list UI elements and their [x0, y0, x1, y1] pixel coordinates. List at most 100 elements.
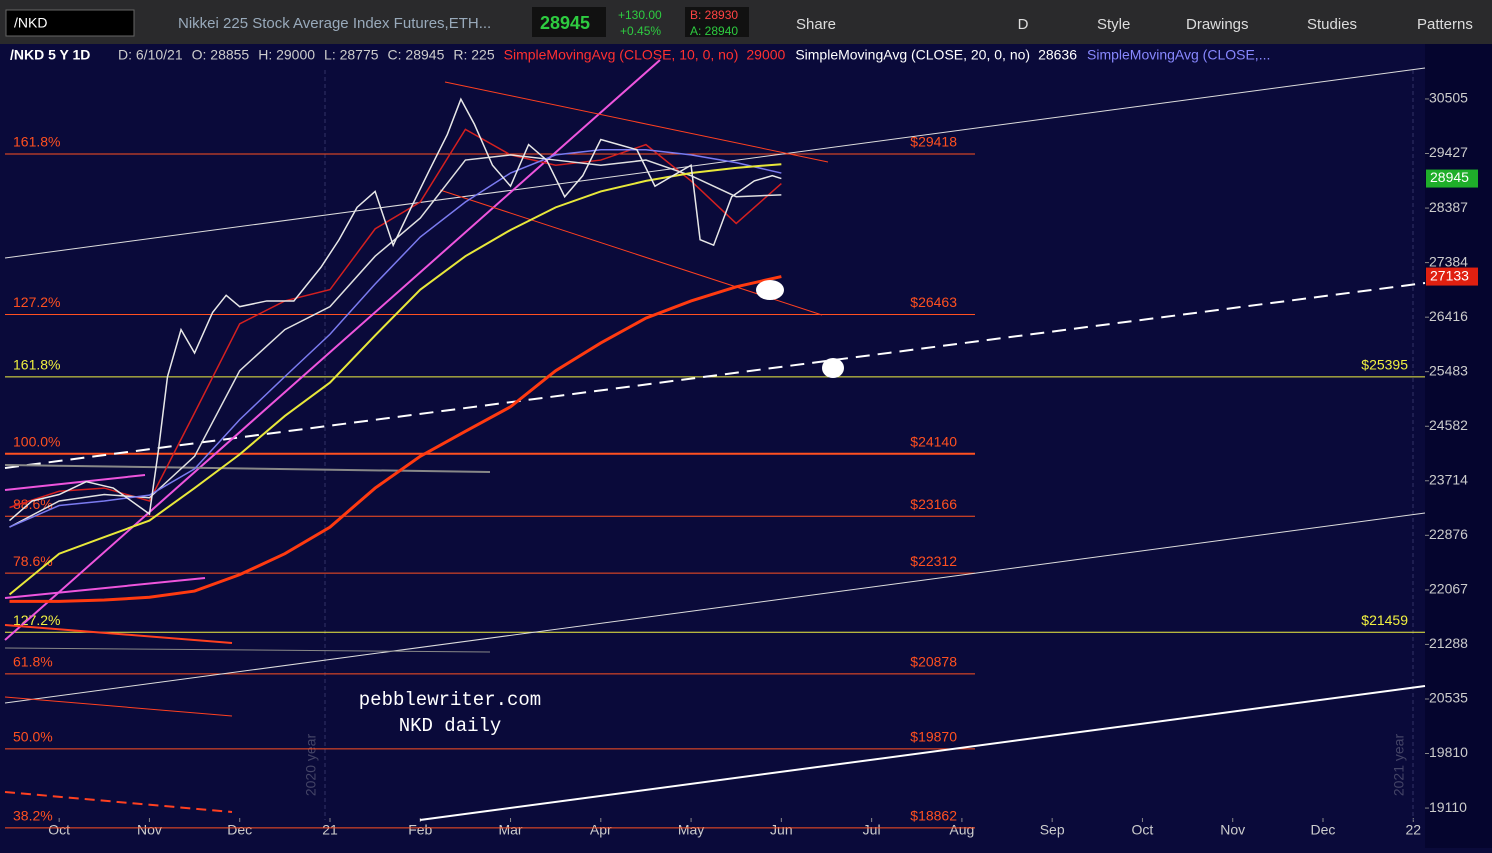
x-tick-label: Mar	[498, 822, 522, 838]
y-tick-label: 26416	[1429, 308, 1468, 324]
fib-pct: 38.2%	[13, 808, 53, 824]
watermark: 2021 year	[1391, 734, 1407, 797]
x-tick-label: Sep	[1040, 822, 1065, 838]
bid: B: 28930	[690, 8, 738, 22]
annotation: pebblewriter.com	[359, 689, 541, 711]
marker	[756, 280, 784, 300]
fib-pct: 50.0%	[13, 729, 53, 745]
line-series	[8, 163, 782, 596]
line-series	[9, 275, 782, 603]
fib-pct: 88.6%	[13, 496, 53, 512]
y-tick-label: 25483	[1429, 362, 1468, 378]
x-tick-label: Nov	[1220, 822, 1245, 838]
fib-price: $22312	[910, 553, 957, 569]
fib-price: $26463	[910, 294, 957, 310]
y-tick-label: 27384	[1429, 253, 1468, 269]
fib-price: $29418	[910, 134, 957, 150]
info-field: R: 225	[453, 47, 494, 63]
y-tick-label: 29427	[1429, 144, 1468, 160]
study-name: SimpleMovingAvg (CLOSE,...	[1087, 47, 1270, 63]
trend-line	[444, 81, 829, 163]
y-tick-label: 28387	[1429, 199, 1468, 215]
axis-bg	[1425, 44, 1492, 848]
trend-line	[4, 696, 233, 717]
annotation: NKD daily	[399, 715, 502, 737]
toolbar-button[interactable]: Studies	[1307, 16, 1357, 33]
info-field: O: 28855	[192, 47, 250, 63]
fib-price: $21459	[1361, 612, 1408, 628]
bidask-box	[685, 7, 749, 37]
y-tick-label: 19110	[1429, 799, 1467, 815]
x-tick-label: Jun	[770, 822, 793, 838]
price-tag-label: 27133	[1430, 267, 1469, 283]
trend-line	[4, 624, 233, 644]
fib-pct: 100.0%	[13, 433, 60, 449]
last-price: 28945	[540, 13, 590, 33]
fib-pct: 127.2%	[13, 294, 60, 310]
toolbar-button[interactable]: Share	[796, 16, 836, 33]
x-tick-label: Aug	[949, 822, 974, 838]
change: +130.00	[618, 8, 662, 22]
study-value: 29000	[746, 47, 785, 63]
x-tick-label: Dec	[1311, 822, 1336, 838]
description: Nikkei 225 Stock Average Index Futures,E…	[178, 15, 491, 32]
study-name: SimpleMovingAvg (CLOSE, 10, 0, no)	[504, 47, 739, 63]
y-tick-label: 30505	[1429, 90, 1468, 106]
line-series	[9, 148, 782, 528]
y-tick-label: 19810	[1429, 744, 1468, 760]
marker	[822, 358, 844, 378]
x-tick-label: Jul	[863, 822, 881, 838]
trend-line	[4, 791, 233, 813]
x-tick-label: May	[678, 822, 704, 838]
watermark: 2020 year	[303, 734, 319, 797]
y-tick-label: 20535	[1429, 690, 1468, 706]
info-field: D: 6/10/21	[118, 47, 183, 63]
x-tick-label: Nov	[137, 822, 162, 838]
y-tick-label: 22067	[1429, 581, 1468, 597]
toolbar-button[interactable]: Style	[1097, 16, 1130, 33]
y-tick-label: 24582	[1429, 417, 1468, 433]
trend-line	[4, 282, 1426, 469]
line-series	[9, 97, 782, 522]
fib-pct: 78.6%	[13, 553, 53, 569]
info-field: H: 29000	[258, 47, 315, 63]
symbol-box[interactable]	[5, 9, 135, 37]
trend-line	[4, 474, 146, 491]
toolbar-button[interactable]: D	[1018, 16, 1029, 33]
trend-line	[4, 464, 491, 473]
x-tick-label: Dec	[227, 822, 252, 838]
plot-bg	[0, 44, 1425, 848]
symbol[interactable]: /NKD	[14, 15, 47, 31]
fib-pct: 127.2%	[13, 612, 60, 628]
change-pct: +0.45%	[620, 24, 661, 38]
trend-line	[419, 685, 1426, 821]
trend-line	[4, 647, 491, 653]
trend-line	[4, 67, 1426, 259]
x-tick-label: Oct	[48, 822, 70, 838]
price-tag-label: 28945	[1430, 169, 1469, 185]
x-tick-label: 22	[1405, 822, 1421, 838]
y-tick-label: 23714	[1429, 471, 1468, 487]
price-tag	[1426, 267, 1478, 286]
last-box	[532, 7, 606, 37]
fib-price: $23166	[910, 496, 957, 512]
study-name: SimpleMovingAvg (CLOSE, 20, 0, no)	[795, 47, 1030, 63]
fib-pct: 61.8%	[13, 654, 53, 670]
info-field: L: 28775	[324, 47, 379, 63]
x-tick-label: Oct	[1132, 822, 1154, 838]
x-tick-label: Apr	[590, 822, 612, 838]
trend-line	[4, 512, 1426, 704]
fib-pct: 161.8%	[13, 134, 60, 150]
trend-line	[4, 577, 206, 599]
fib-price: $24140	[910, 433, 957, 449]
x-tick-label: 21	[322, 822, 338, 838]
toolbar-button[interactable]: Drawings	[1186, 16, 1249, 33]
fib-price: $19870	[910, 729, 957, 745]
ask: A: 28940	[690, 24, 738, 38]
info-title: /NKD 5 Y 1D	[10, 47, 90, 63]
x-tick-label: Feb	[408, 822, 432, 838]
toolbar-button[interactable]: Patterns	[1417, 16, 1473, 33]
price-tag	[1426, 169, 1478, 188]
